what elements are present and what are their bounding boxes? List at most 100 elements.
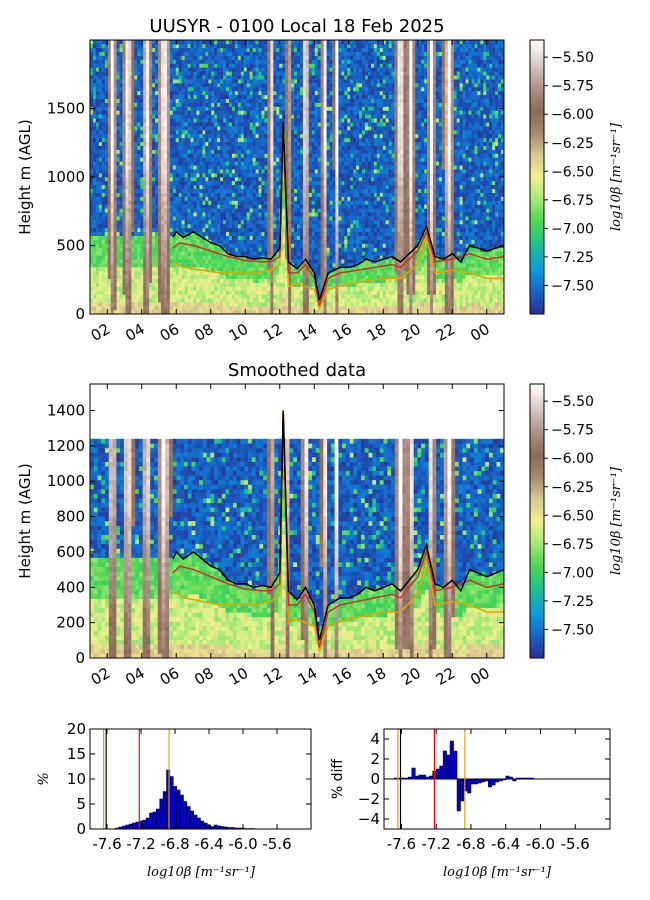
heatmap-cell bbox=[90, 122, 94, 127]
heatmap-cell bbox=[294, 177, 298, 182]
heatmap-cell bbox=[270, 102, 274, 107]
heatmap-cell bbox=[137, 259, 141, 264]
heatmap-cell bbox=[128, 270, 132, 276]
heatmap-cell bbox=[184, 63, 188, 68]
heatmap-cell bbox=[104, 149, 109, 154]
heatmap-cell bbox=[279, 118, 283, 123]
heatmap-cell bbox=[252, 83, 256, 88]
heatmap-cell bbox=[214, 102, 218, 107]
heatmap-cell bbox=[282, 165, 286, 170]
heatmap-cell bbox=[294, 216, 298, 221]
heatmap-cell bbox=[264, 188, 268, 193]
heatmap-cell bbox=[220, 118, 224, 123]
heatmap-cell bbox=[237, 94, 242, 100]
heatmap-cell bbox=[107, 270, 111, 276]
heatmap-cell bbox=[226, 173, 230, 178]
heatmap-cell bbox=[175, 282, 180, 287]
heatmap-cell bbox=[190, 98, 194, 103]
heatmap-cell bbox=[146, 243, 150, 248]
heatmap-cell bbox=[208, 79, 212, 84]
heatmap-cell bbox=[196, 263, 200, 268]
heatmap-cell bbox=[163, 247, 168, 252]
heatmap-cell bbox=[243, 43, 248, 49]
heatmap-cell bbox=[152, 274, 156, 280]
heatmap-cell bbox=[276, 126, 280, 131]
heatmap-cell bbox=[140, 286, 144, 291]
heatmap-cell bbox=[267, 227, 271, 233]
heatmap-cell bbox=[211, 114, 215, 119]
heatmap-cell bbox=[131, 192, 135, 197]
heatmap-cell bbox=[288, 274, 292, 280]
heatmap-cell bbox=[288, 306, 292, 311]
heatmap-cell bbox=[294, 302, 298, 307]
heatmap-cell bbox=[116, 130, 120, 135]
heatmap-cell bbox=[220, 180, 224, 186]
heatmap-cell bbox=[220, 196, 224, 201]
heatmap-cell bbox=[252, 122, 256, 127]
heatmap-cell bbox=[101, 310, 106, 315]
heatmap-cell bbox=[205, 227, 209, 233]
heatmap-cell bbox=[234, 259, 239, 264]
heatmap-cell bbox=[228, 200, 233, 205]
heatmap-cell bbox=[128, 200, 132, 205]
heatmap-cell bbox=[95, 110, 100, 115]
heatmap-cell bbox=[199, 294, 203, 299]
heatmap-cell bbox=[270, 310, 274, 315]
heatmap-cell bbox=[128, 83, 132, 88]
heatmap-cell bbox=[205, 310, 209, 315]
heatmap-cell bbox=[255, 274, 259, 280]
heatmap-cell bbox=[279, 51, 283, 56]
heatmap-cell bbox=[107, 212, 111, 217]
heatmap-cell bbox=[214, 263, 218, 268]
heatmap-cell bbox=[196, 71, 200, 76]
heatmap-cell bbox=[223, 204, 227, 209]
heatmap-cell bbox=[214, 235, 218, 240]
heatmap-cell bbox=[291, 55, 295, 60]
heatmap-cell bbox=[228, 180, 233, 186]
heatmap-cell bbox=[214, 227, 218, 233]
heatmap-cell bbox=[193, 286, 197, 291]
heatmap-cell bbox=[166, 161, 171, 166]
heatmap-cell bbox=[252, 302, 256, 307]
heatmap-cell bbox=[116, 212, 120, 217]
heatmap-cell bbox=[137, 294, 141, 299]
heatmap-cell bbox=[220, 298, 224, 303]
heatmap-cell bbox=[160, 75, 165, 80]
heatmap-cell bbox=[270, 79, 274, 84]
heatmap-cell bbox=[190, 184, 194, 190]
heatmap-cell bbox=[279, 149, 283, 154]
heatmap-cell bbox=[217, 216, 221, 221]
heatmap-cell bbox=[211, 137, 215, 143]
heatmap-cell bbox=[228, 298, 233, 303]
heatmap-cell bbox=[116, 106, 120, 111]
heatmap-cell bbox=[119, 290, 123, 295]
heatmap-cell bbox=[273, 192, 277, 197]
heatmap-cell bbox=[149, 110, 153, 115]
heatmap-cell bbox=[90, 161, 94, 166]
heatmap-cell bbox=[214, 220, 218, 225]
heatmap-cell bbox=[297, 270, 301, 276]
heatmap-cell bbox=[169, 259, 174, 264]
heatmap-cell bbox=[196, 149, 200, 154]
heatmap-cell bbox=[261, 188, 265, 193]
heatmap-cell bbox=[184, 208, 188, 213]
heatmap-cell bbox=[187, 122, 191, 127]
heatmap-cell bbox=[172, 75, 177, 80]
heatmap-cell bbox=[163, 122, 168, 127]
heatmap-cell bbox=[270, 188, 274, 193]
heatmap-cell bbox=[208, 169, 212, 174]
heatmap-cell bbox=[299, 306, 304, 311]
heatmap-cell bbox=[140, 63, 144, 68]
heatmap-cell bbox=[285, 55, 289, 60]
heatmap-cell bbox=[172, 212, 177, 217]
heatmap-cell bbox=[196, 243, 200, 248]
heatmap-cell bbox=[155, 51, 159, 56]
heatmap-cell bbox=[214, 184, 218, 190]
heatmap-cell bbox=[122, 235, 126, 240]
heatmap-cell bbox=[208, 173, 212, 178]
heatmap-cell bbox=[149, 122, 153, 127]
heatmap-cell bbox=[128, 122, 132, 127]
heatmap-cell bbox=[205, 267, 209, 272]
heatmap-cell bbox=[208, 63, 212, 68]
heatmap-cell bbox=[160, 165, 165, 170]
